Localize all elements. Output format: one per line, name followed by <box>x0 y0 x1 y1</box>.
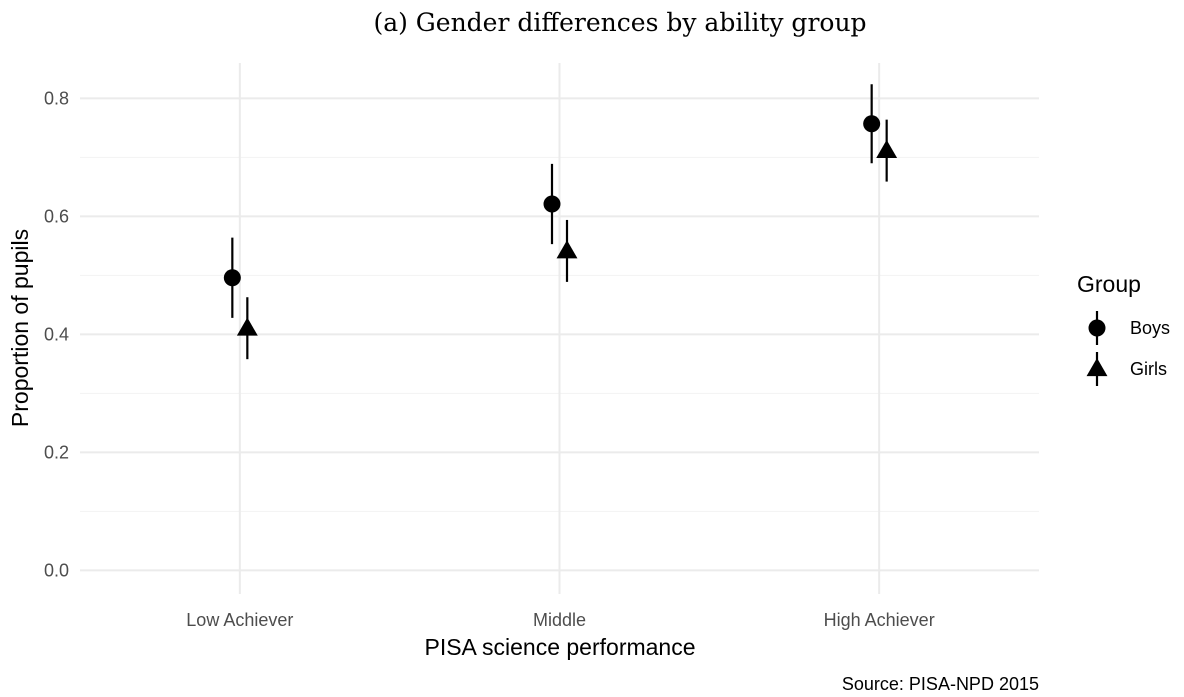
y-tick-label: 0.8 <box>44 88 69 108</box>
x-tick-label: Low Achiever <box>186 610 293 630</box>
y-tick-label: 0.2 <box>44 442 69 462</box>
series-boys <box>223 84 881 318</box>
y-tick-label: 0.6 <box>44 206 69 226</box>
point-girls <box>236 317 258 336</box>
legend: Group Boys Girls <box>1077 271 1170 386</box>
series-girls <box>236 119 898 360</box>
grid <box>80 63 1039 594</box>
point-boys <box>543 195 561 213</box>
legend-label: Boys <box>1130 318 1170 338</box>
legend-key-triangle <box>1086 358 1108 377</box>
legend-title: Group <box>1077 271 1141 297</box>
y-tick-label: 0.4 <box>44 324 69 344</box>
y-axis-ticks: 0.0 0.2 0.4 0.6 0.8 <box>44 88 69 580</box>
source-caption: Source: PISA-NPD 2015 <box>842 674 1039 694</box>
x-axis-title: PISA science performance <box>424 634 695 660</box>
x-axis-ticks: Low Achiever Middle High Achiever <box>186 610 934 630</box>
x-tick-label: Middle <box>533 610 586 630</box>
legend-label: Girls <box>1130 359 1167 379</box>
legend-key-circle <box>1088 319 1106 337</box>
x-tick-label: High Achiever <box>824 610 935 630</box>
point-girls <box>556 240 578 259</box>
legend-item-boys: Boys <box>1088 311 1170 345</box>
point-boys <box>863 115 881 133</box>
legend-item-girls: Girls <box>1086 352 1167 386</box>
y-axis-title: Proportion of pupils <box>7 229 33 427</box>
point-boys <box>223 269 241 287</box>
point-girls <box>876 139 898 159</box>
data-marks <box>223 84 898 360</box>
chart-title: (a) Gender differences by ability group <box>373 8 866 37</box>
y-tick-label: 0.0 <box>44 560 69 580</box>
